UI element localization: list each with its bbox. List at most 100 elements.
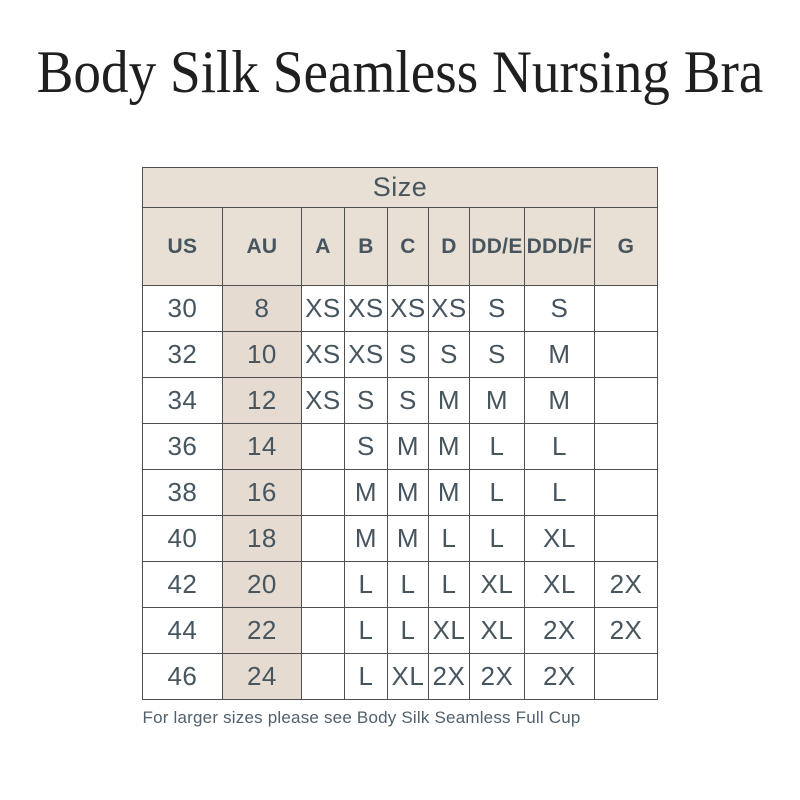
us-band-cell: 38	[141, 469, 223, 516]
cup-cell	[593, 423, 659, 470]
cup-cell: XL	[523, 561, 595, 608]
au-band-cell: 12	[221, 377, 302, 424]
table-row: 30 8 XS XS XS XS S S	[141, 285, 659, 332]
au-band-cell: 24	[221, 653, 302, 700]
cup-cell: M	[523, 377, 595, 424]
column-header-c: C	[386, 207, 429, 286]
cup-cell: S	[468, 285, 525, 332]
cup-cell: L	[427, 561, 470, 608]
cup-cell	[593, 515, 659, 562]
table-row: 40 18 M M L L XL	[141, 515, 659, 562]
cup-cell	[300, 423, 345, 470]
cup-cell: 2X	[593, 607, 659, 654]
cup-cell	[593, 469, 659, 516]
cup-cell: S	[468, 331, 525, 378]
us-band-cell: 34	[141, 377, 223, 424]
cup-cell: 2X	[523, 607, 595, 654]
cup-cell	[593, 377, 659, 424]
cup-cell: XS	[343, 331, 388, 378]
table-row: 38 16 M M M L L	[141, 469, 659, 516]
cup-cell: L	[343, 653, 388, 700]
column-header-g: G	[593, 207, 659, 286]
cup-cell: L	[468, 423, 525, 470]
cup-cell: XS	[300, 331, 345, 378]
page-title: Body Silk Seamless Nursing Bra	[36, 39, 764, 105]
table-row: 42 20 L L L XL XL 2X	[141, 561, 659, 608]
cup-cell: M	[386, 469, 429, 516]
cup-cell: XL	[386, 653, 429, 700]
size-chart-table: Size US AU A B C D DD/E DDD/F G 30 8 XS …	[141, 167, 659, 700]
cup-cell: XS	[300, 377, 345, 424]
cup-cell: L	[523, 469, 595, 516]
cup-cell: XL	[523, 515, 595, 562]
cup-cell: XS	[300, 285, 345, 332]
cup-cell	[593, 331, 659, 378]
us-band-cell: 40	[141, 515, 223, 562]
cup-cell: S	[386, 377, 429, 424]
size-group-row: Size	[141, 167, 659, 208]
page-header: Body Silk Seamless Nursing Bra	[0, 0, 800, 102]
us-band-cell: 42	[141, 561, 223, 608]
cup-cell	[300, 607, 345, 654]
cup-cell: XL	[468, 561, 525, 608]
cup-cell	[593, 285, 659, 332]
cup-cell: XL	[427, 607, 470, 654]
cup-cell: S	[523, 285, 595, 332]
cup-cell: S	[343, 377, 388, 424]
column-header-dde: DD/E	[468, 207, 525, 286]
column-header-b: B	[343, 207, 388, 286]
us-band-cell: 32	[141, 331, 223, 378]
au-band-cell: 8	[221, 285, 302, 332]
cup-cell	[300, 561, 345, 608]
cup-cell: M	[468, 377, 525, 424]
au-band-cell: 10	[221, 331, 302, 378]
column-header-d: D	[427, 207, 470, 286]
table-row: 32 10 XS XS S S S M	[141, 331, 659, 378]
au-band-cell: 14	[221, 423, 302, 470]
cup-cell: L	[386, 607, 429, 654]
cup-cell: S	[386, 331, 429, 378]
cup-cell: L	[343, 607, 388, 654]
cup-cell: M	[523, 331, 595, 378]
cup-cell	[300, 469, 345, 516]
cup-cell: L	[468, 469, 525, 516]
cup-cell	[300, 515, 345, 562]
table-row: 44 22 L L XL XL 2X 2X	[141, 607, 659, 654]
column-header-row: US AU A B C D DD/E DDD/F G	[141, 207, 659, 286]
cup-cell: 2X	[523, 653, 595, 700]
cup-cell: L	[427, 515, 470, 562]
cup-cell: M	[343, 469, 388, 516]
au-band-cell: 18	[221, 515, 302, 562]
cup-cell: 2X	[593, 561, 659, 608]
us-band-cell: 30	[141, 285, 223, 332]
cup-cell: M	[427, 377, 470, 424]
column-header-au: AU	[221, 207, 302, 286]
au-band-cell: 16	[221, 469, 302, 516]
cup-cell: L	[468, 515, 525, 562]
us-band-cell: 44	[141, 607, 223, 654]
us-band-cell: 46	[141, 653, 223, 700]
cup-cell: L	[343, 561, 388, 608]
cup-cell: L	[386, 561, 429, 608]
footnote: For larger sizes please see Body Silk Se…	[142, 708, 581, 727]
table-row: 34 12 XS S S M M M	[141, 377, 659, 424]
column-header-a: A	[300, 207, 345, 286]
cup-cell: XL	[468, 607, 525, 654]
au-band-cell: 22	[221, 607, 302, 654]
cup-cell: XS	[386, 285, 429, 332]
cup-cell: M	[427, 423, 470, 470]
column-header-dddf: DDD/F	[523, 207, 595, 286]
cup-cell: M	[427, 469, 470, 516]
cup-cell: XS	[343, 285, 388, 332]
cup-cell	[593, 653, 659, 700]
table-row: 36 14 S M M L L	[141, 423, 659, 470]
cup-cell: L	[523, 423, 595, 470]
cup-cell: 2X	[427, 653, 470, 700]
table-row: 46 24 L XL 2X 2X 2X	[141, 653, 659, 700]
cup-cell: M	[386, 515, 429, 562]
size-group-header: Size	[141, 167, 659, 208]
column-header-us: US	[141, 207, 223, 286]
cup-cell: M	[343, 515, 388, 562]
cup-cell	[300, 653, 345, 700]
us-band-cell: 36	[141, 423, 223, 470]
